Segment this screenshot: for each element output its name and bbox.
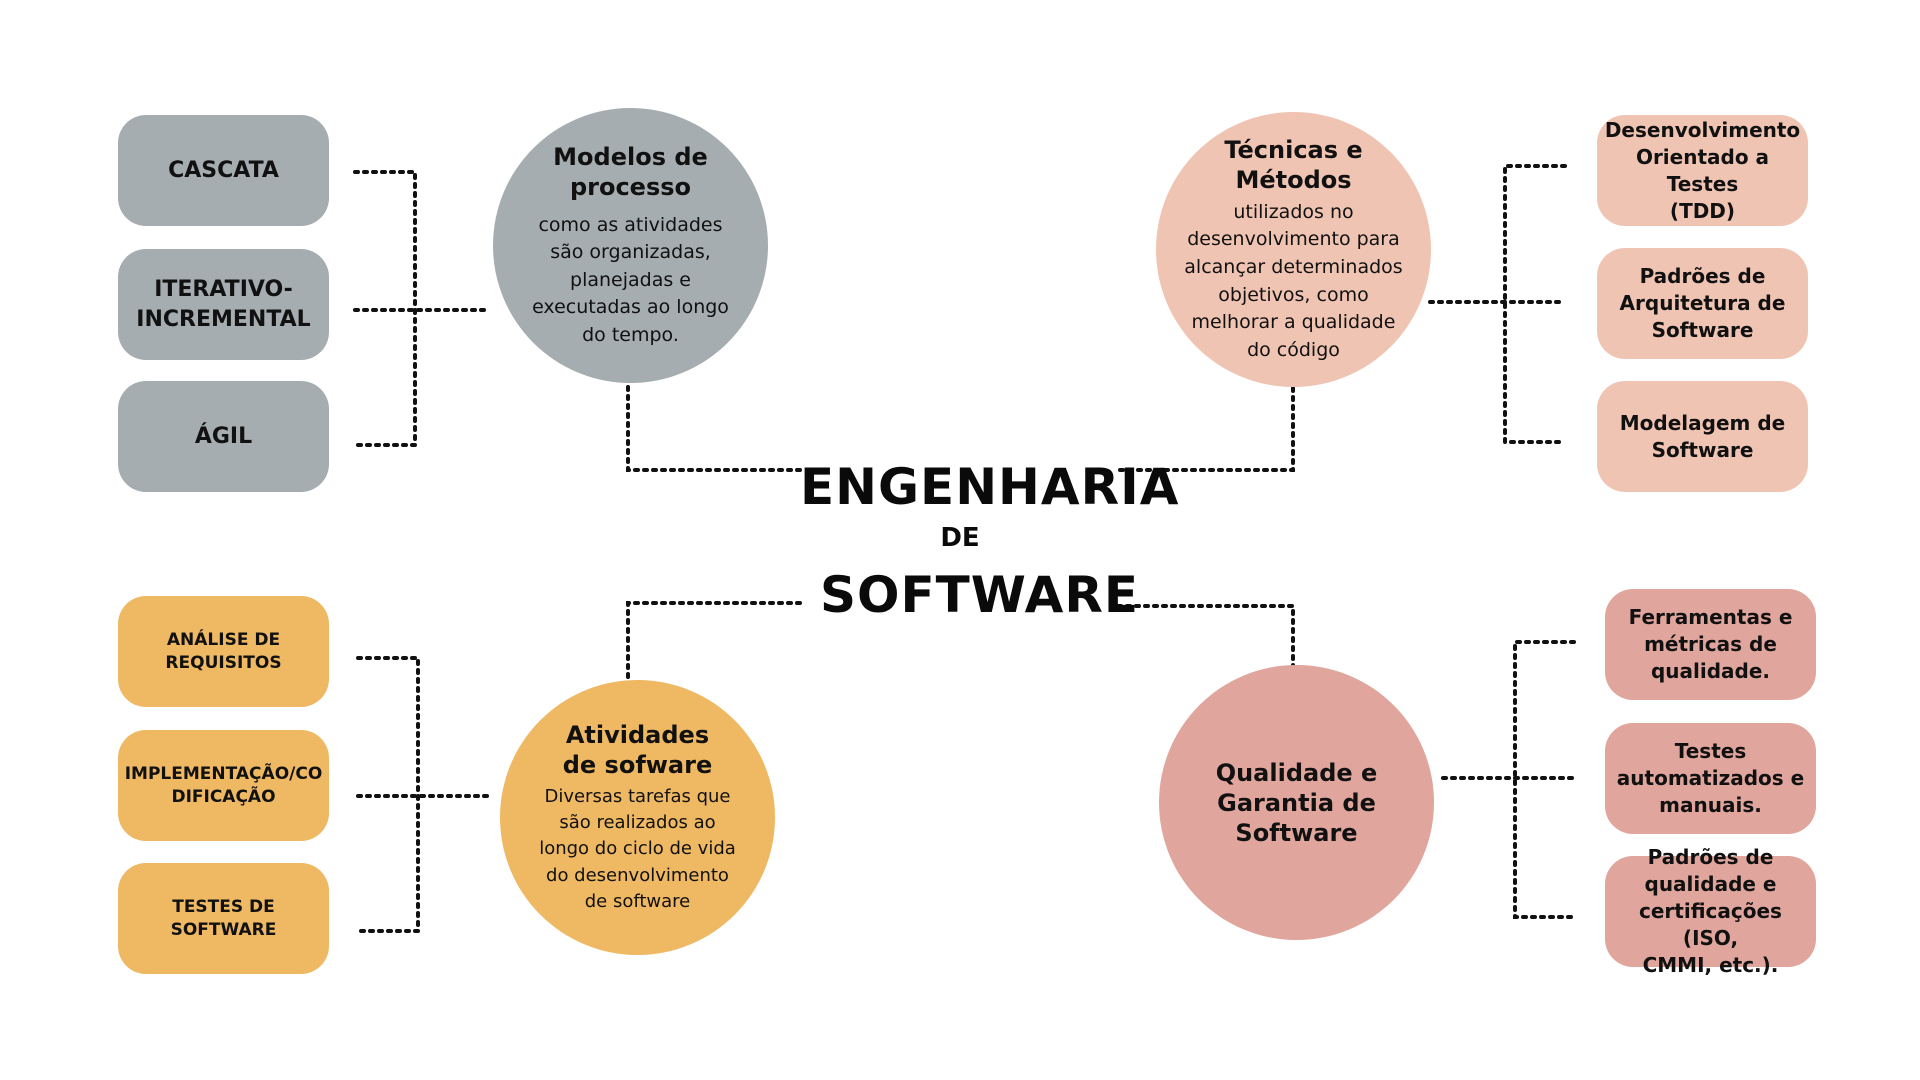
box-label: Padrões de qualidade e certificações (IS… bbox=[1639, 845, 1782, 977]
connector-center-to-tecnicas bbox=[1118, 373, 1295, 472]
connector-center-to-qualidade bbox=[1116, 604, 1295, 694]
circle-qualidade-e-garantia: Qualidade e Garantia de Software bbox=[1159, 665, 1434, 940]
box-label: ITERATIVO- INCREMENTAL bbox=[136, 276, 311, 332]
box-label: Padrões de Arquitetura de Software bbox=[1619, 264, 1786, 342]
box-label: Ferramentas e métricas de qualidade. bbox=[1628, 605, 1793, 683]
circle-description: Diversas tarefas que são realizados ao l… bbox=[539, 786, 736, 912]
box-padroes-arquitetura: Padrões de Arquitetura de Software bbox=[1597, 248, 1808, 359]
box-agil: ÁGIL bbox=[118, 381, 329, 492]
box-ferramentas-metricas: Ferramentas e métricas de qualidade. bbox=[1605, 589, 1816, 700]
box-tdd: Desenvolvimento Orientado a Testes (TDD) bbox=[1597, 115, 1808, 226]
box-implementacao-codificacao: IMPLEMENTAÇÃO/CO DIFICAÇÃO bbox=[118, 730, 329, 841]
circle-title: Técnicas e Métodos bbox=[1224, 135, 1363, 194]
circle-description: utilizados no desenvolvimento para alcan… bbox=[1184, 200, 1403, 361]
box-label: Desenvolvimento Orientado a Testes (TDD) bbox=[1604, 117, 1801, 223]
circle-title: Modelos de processo bbox=[553, 142, 708, 201]
circle-atividades-de-software: Atividades de sofware Diversas tarefas q… bbox=[500, 680, 775, 955]
circle-tecnicas-e-metodos: Técnicas e Métodos utilizados no desenvo… bbox=[1156, 112, 1431, 387]
box-label: ÁGIL bbox=[194, 423, 253, 449]
connector-cascata bbox=[353, 170, 417, 447]
center-title-line3: SOFTWARE bbox=[820, 566, 1140, 624]
connector-center-to-atividades bbox=[626, 601, 802, 680]
box-label: CASCATA bbox=[168, 157, 279, 183]
box-testes-automatizados: Testes automatizados e manuais. bbox=[1605, 723, 1816, 834]
box-iterativo-incremental: ITERATIVO- INCREMENTAL bbox=[118, 249, 329, 360]
box-label: Modelagem de Software bbox=[1619, 410, 1786, 462]
box-label: TESTES DE SOFTWARE bbox=[170, 896, 277, 940]
center-title-line2: DE bbox=[940, 523, 980, 553]
circle-description: como as atividades são organizadas, plan… bbox=[532, 213, 729, 346]
box-label: ANÁLISE DE REQUISITOS bbox=[165, 629, 282, 673]
circle-modelos-de-processo: Modelos de processo como as atividades s… bbox=[493, 108, 768, 383]
box-testes-de-software: TESTES DE SOFTWARE bbox=[118, 863, 329, 974]
box-modelagem-software: Modelagem de Software bbox=[1597, 381, 1808, 492]
box-label: IMPLEMENTAÇÃO/CO DIFICAÇÃO bbox=[124, 763, 323, 807]
box-analise-requisitos: ANÁLISE DE REQUISITOS bbox=[118, 596, 329, 707]
center-title-line1: ENGENHARIA bbox=[800, 458, 1180, 516]
circle-title: Qualidade e Garantia de Software bbox=[1215, 758, 1378, 847]
connector-atividades-items bbox=[356, 656, 420, 933]
box-padroes-qualidade: Padrões de qualidade e certificações (IS… bbox=[1605, 845, 1816, 977]
circle-title: Atividades de sofware bbox=[562, 721, 713, 780]
connector-center-to-modelos bbox=[626, 373, 802, 472]
box-label: Testes automatizados e manuais. bbox=[1616, 739, 1805, 817]
box-cascata: CASCATA bbox=[118, 115, 329, 226]
